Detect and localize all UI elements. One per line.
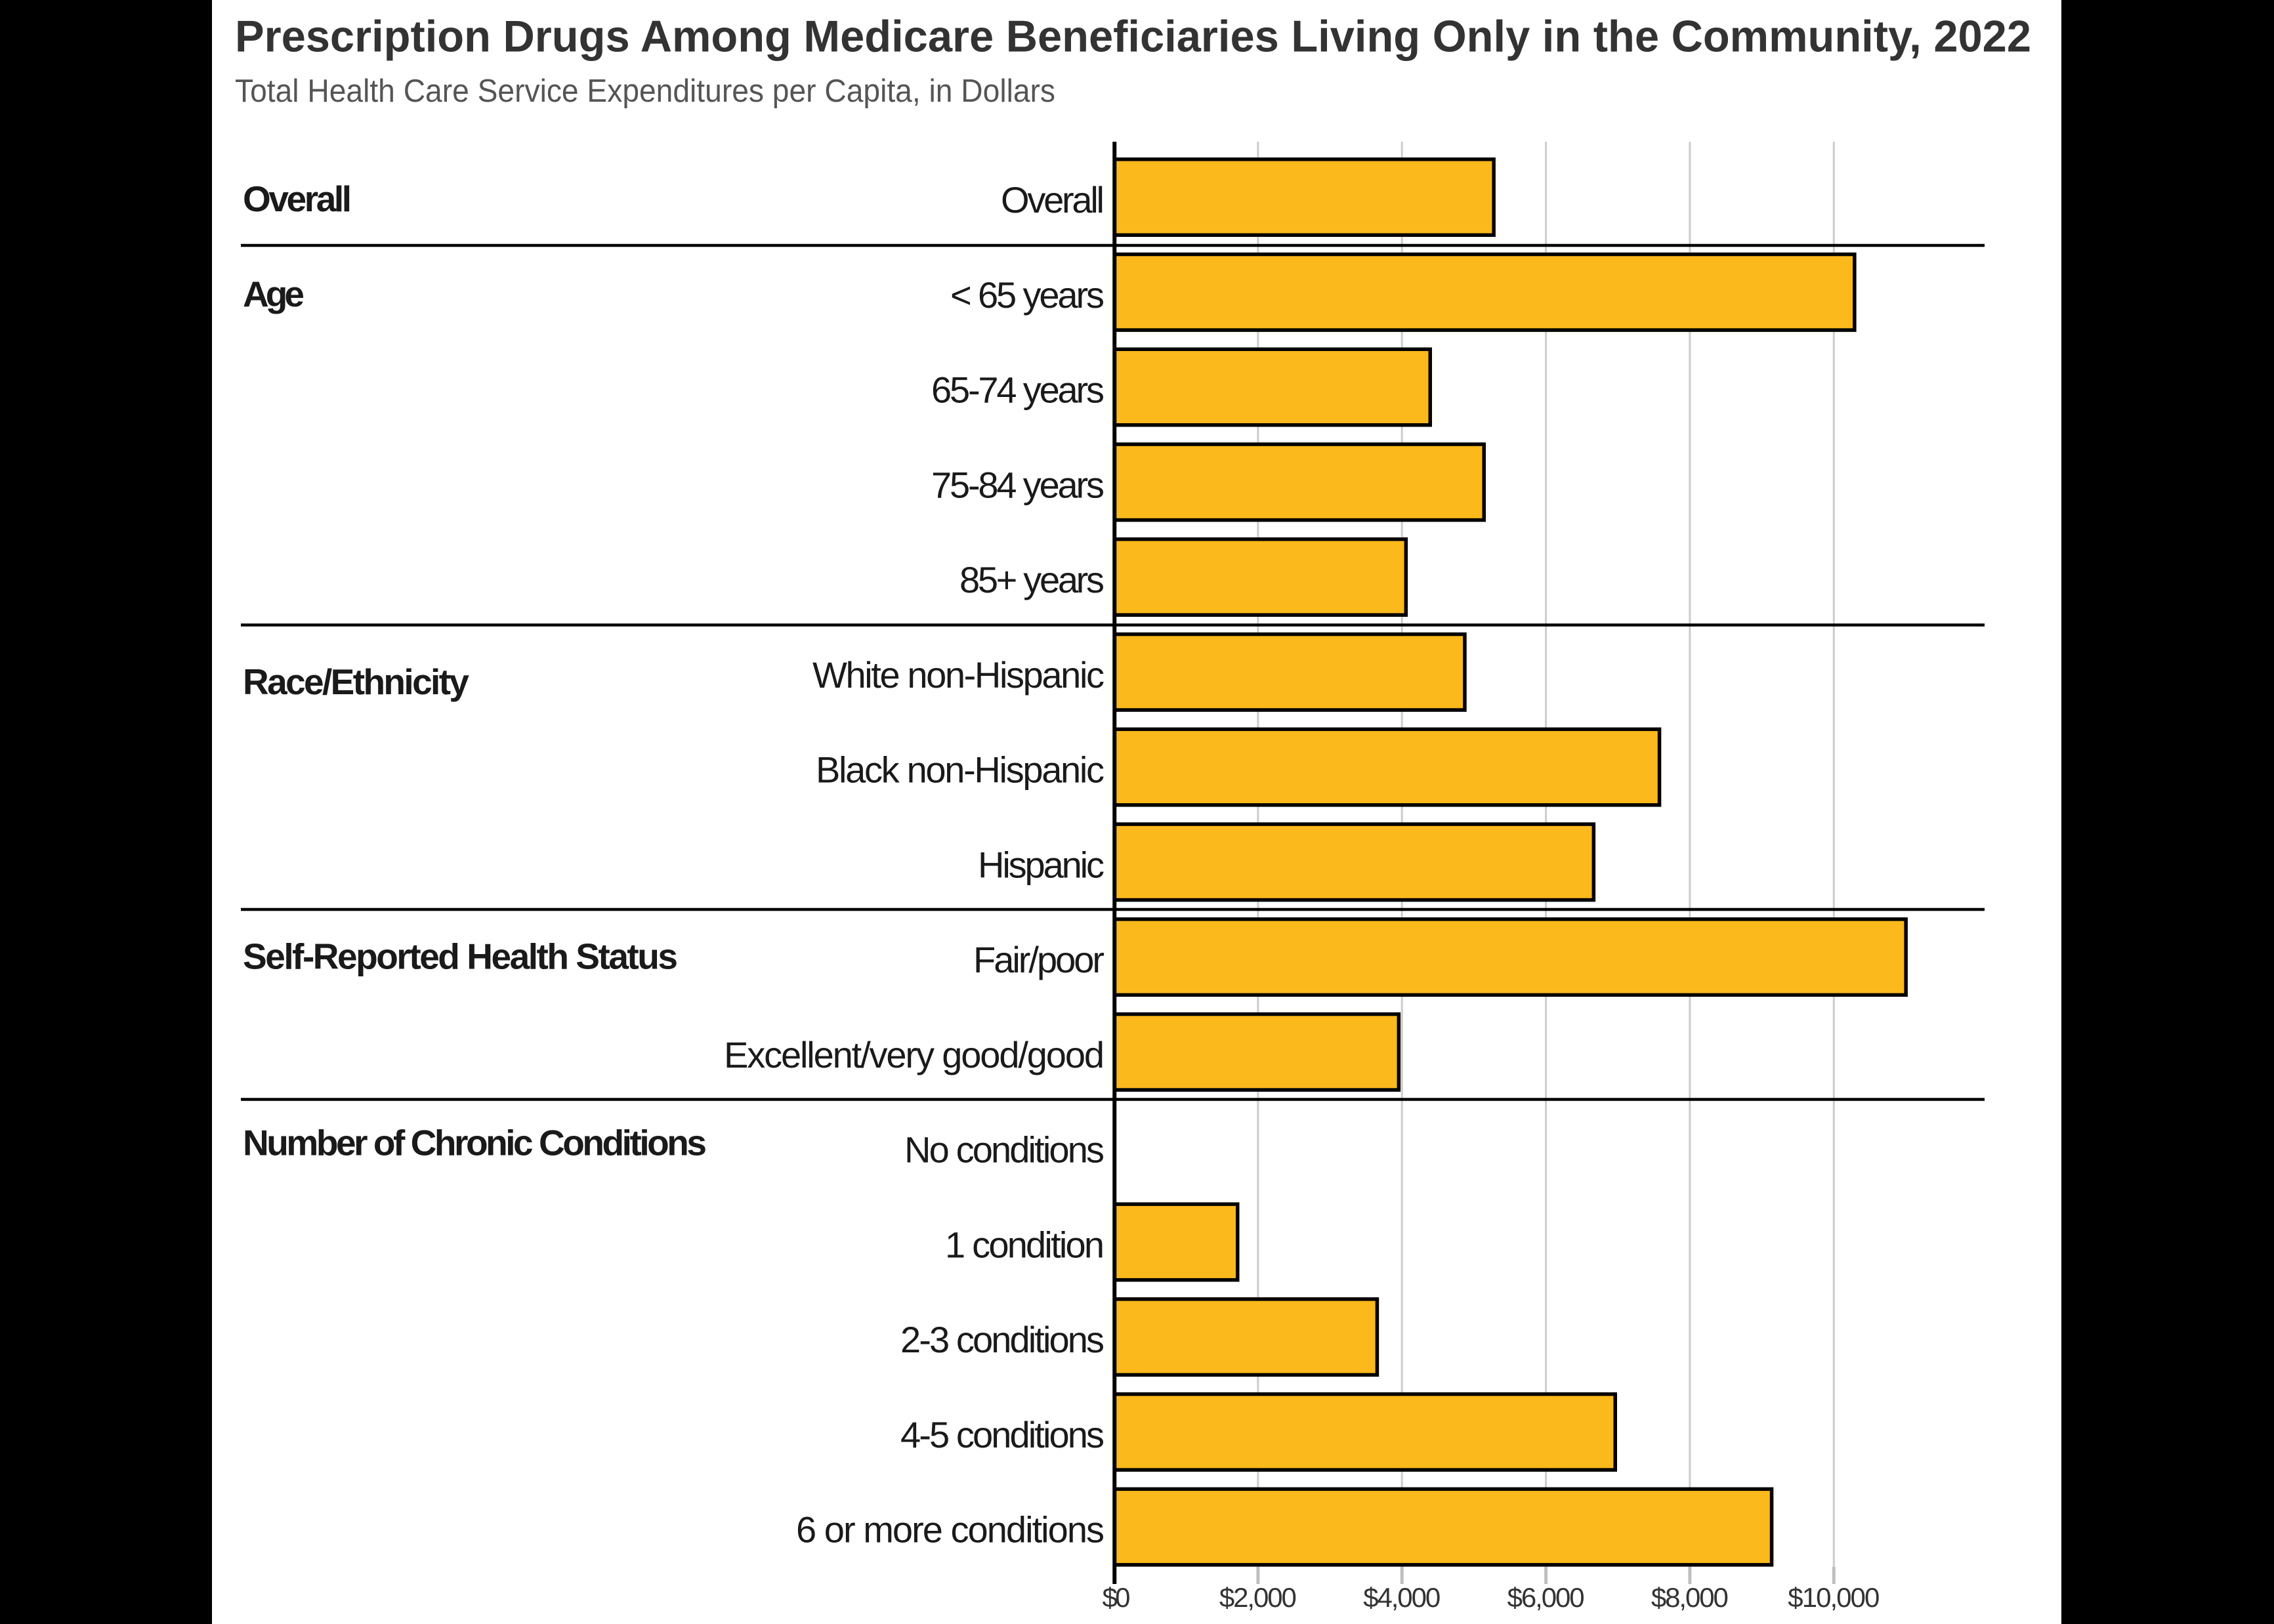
- svg-text:65-74 years: 65-74 years: [931, 369, 1105, 411]
- svg-text:85+ years: 85+ years: [959, 559, 1105, 600]
- svg-text:$0: $0: [1103, 1582, 1131, 1613]
- svg-text:Overall: Overall: [1001, 179, 1105, 220]
- svg-text:1 condition: 1 condition: [945, 1224, 1105, 1265]
- svg-text:Prescription Drugs Among Medic: Prescription Drugs Among Medicare Benefi…: [235, 12, 2031, 62]
- svg-text:$6,000: $6,000: [1507, 1582, 1585, 1613]
- svg-text:4-5 conditions: 4-5 conditions: [900, 1414, 1105, 1455]
- svg-text:< 65 years: < 65 years: [950, 274, 1105, 316]
- svg-text:$10,000: $10,000: [1788, 1582, 1880, 1613]
- svg-text:Overall: Overall: [243, 178, 352, 219]
- svg-text:2-3 conditions: 2-3 conditions: [900, 1319, 1105, 1360]
- svg-text:Self-Reported Health Status: Self-Reported Health Status: [243, 936, 678, 977]
- svg-text:Hispanic: Hispanic: [978, 844, 1105, 885]
- svg-text:$4,000: $4,000: [1363, 1582, 1441, 1613]
- svg-text:$8,000: $8,000: [1651, 1582, 1729, 1613]
- svg-text:Excellent/very good/good: Excellent/very good/good: [724, 1034, 1105, 1075]
- svg-text:White non-Hispanic: White non-Hispanic: [812, 654, 1105, 696]
- svg-text:Age: Age: [243, 274, 305, 314]
- svg-text:$2,000: $2,000: [1219, 1582, 1297, 1613]
- svg-text:Black non-Hispanic: Black non-Hispanic: [816, 749, 1105, 791]
- svg-text:6 or more conditions: 6 or more conditions: [796, 1509, 1105, 1551]
- svg-text:Number of Chronic Conditions: Number of Chronic Conditions: [243, 1122, 707, 1163]
- svg-text:Fair/poor: Fair/poor: [973, 939, 1105, 980]
- svg-text:Total Health Care Service Expe: Total Health Care Service Expenditures p…: [235, 73, 1055, 109]
- svg-text:Race/Ethnicity: Race/Ethnicity: [243, 661, 469, 702]
- svg-text:75-84 years: 75-84 years: [931, 464, 1105, 505]
- svg-text:No conditions: No conditions: [904, 1129, 1105, 1171]
